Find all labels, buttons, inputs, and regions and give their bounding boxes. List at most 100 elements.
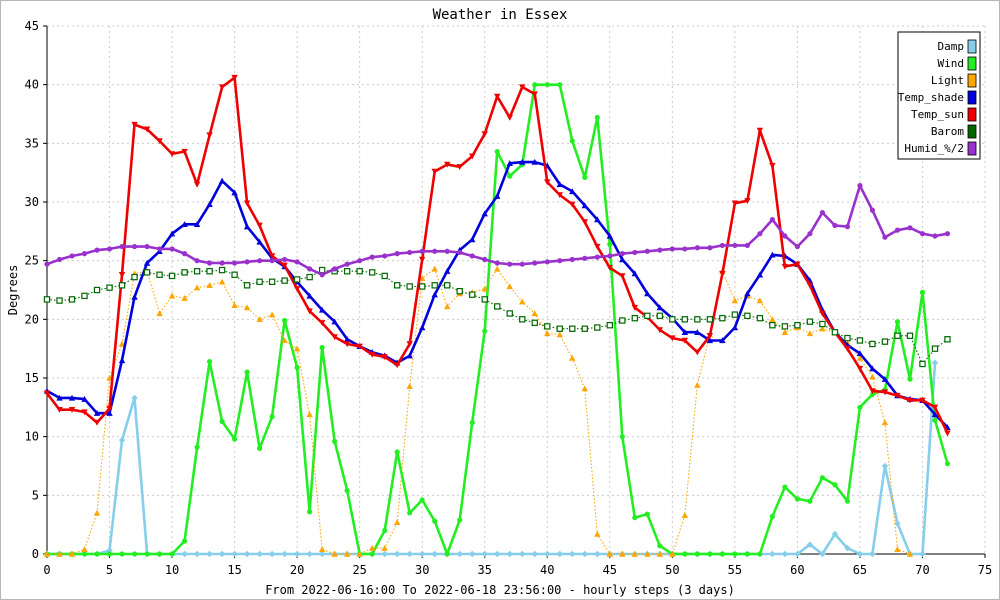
data-point: [819, 209, 826, 216]
data-point: [507, 173, 513, 179]
data-point: [719, 314, 726, 322]
data-point: [856, 354, 864, 361]
data-point: [332, 438, 338, 444]
data-point: [306, 292, 313, 299]
data-point: [394, 449, 400, 455]
data-point: [307, 266, 313, 272]
data-point: [257, 445, 263, 451]
data-point: [56, 256, 63, 263]
data-point: [506, 550, 513, 558]
legend-item: Temp_sun: [911, 107, 977, 122]
data-point: [656, 327, 664, 334]
legend-item: Wind: [938, 56, 977, 71]
data-point: [744, 242, 750, 249]
data-point: [118, 282, 126, 289]
data-point: [344, 488, 350, 494]
data-point: [194, 258, 200, 264]
data-point: [556, 181, 563, 188]
data-point: [293, 286, 301, 293]
data-point: [144, 243, 150, 250]
y-tick-label: 25: [25, 254, 39, 268]
data-point: [644, 248, 650, 254]
data-point: [293, 550, 301, 558]
data-point: [832, 482, 838, 488]
data-point: [469, 153, 476, 160]
data-point: [144, 551, 150, 557]
data-point: [581, 202, 588, 209]
data-point: [156, 310, 163, 317]
data-point: [894, 319, 901, 325]
data-point: [494, 93, 501, 100]
chart-title: Weather in Essex: [433, 7, 568, 23]
data-point: [944, 336, 951, 343]
data-point: [769, 322, 776, 329]
data-point: [256, 222, 263, 229]
data-point: [494, 192, 501, 199]
data-point: [219, 260, 225, 266]
data-point: [632, 249, 638, 256]
legend-swatch: [967, 107, 977, 122]
data-point: [282, 317, 288, 324]
data-point: [469, 419, 475, 426]
data-point: [756, 127, 764, 134]
data-point: [744, 290, 751, 297]
x-tick-label: 30: [415, 563, 429, 577]
data-point: [606, 232, 613, 239]
data-point: [406, 383, 413, 389]
data-point: [494, 303, 501, 310]
data-point: [506, 283, 513, 290]
data-point: [744, 198, 751, 205]
data-point: [269, 258, 275, 264]
legend: Damp Wind Light Temp_shade Temp_sun Barom Humi…: [897, 31, 981, 160]
data-point: [357, 258, 363, 264]
series-barom: [43, 266, 951, 368]
data-point: [256, 550, 263, 558]
data-point: [856, 365, 864, 372]
data-point: [281, 550, 288, 558]
data-point: [782, 233, 788, 239]
data-point: [694, 245, 700, 251]
data-point: [607, 241, 613, 247]
data-point: [393, 519, 401, 526]
series-light: [43, 265, 914, 557]
data-point: [381, 354, 388, 361]
data-point: [368, 544, 376, 551]
data-point: [806, 318, 814, 325]
data-point: [43, 390, 51, 397]
data-point: [644, 511, 650, 517]
data-point: [68, 550, 76, 557]
data-point: [519, 550, 526, 558]
data-point: [869, 550, 876, 558]
data-point: [281, 277, 288, 284]
data-point: [569, 325, 576, 332]
series-damp: [43, 359, 939, 558]
ticks: 0 5 10 15 20 25 30 35 40 45 50 55 60 65 70 75 0 5 10 15 20 25…: [25, 19, 993, 577]
data-point: [219, 418, 225, 425]
data-point: [769, 162, 776, 169]
data-point: [218, 550, 226, 558]
series-humid-2: [44, 182, 951, 278]
data-point: [394, 251, 400, 257]
data-point: [756, 297, 764, 304]
x-tick-label: 10: [165, 563, 179, 577]
data-point: [218, 177, 226, 184]
data-point: [469, 550, 476, 558]
data-point: [731, 200, 739, 207]
data-point: [181, 550, 188, 558]
x-tick-label: 65: [853, 563, 867, 577]
data-point: [118, 272, 126, 278]
data-point: [919, 550, 926, 558]
data-point: [232, 260, 238, 266]
data-point: [731, 297, 739, 304]
data-point: [544, 330, 551, 337]
data-point: [719, 242, 725, 249]
y-tick-label: 20: [25, 312, 39, 326]
data-point: [806, 541, 814, 548]
data-point: [619, 273, 626, 280]
data-point: [419, 324, 426, 331]
data-point: [81, 551, 88, 557]
data-point: [193, 550, 201, 558]
data-point: [68, 394, 76, 401]
